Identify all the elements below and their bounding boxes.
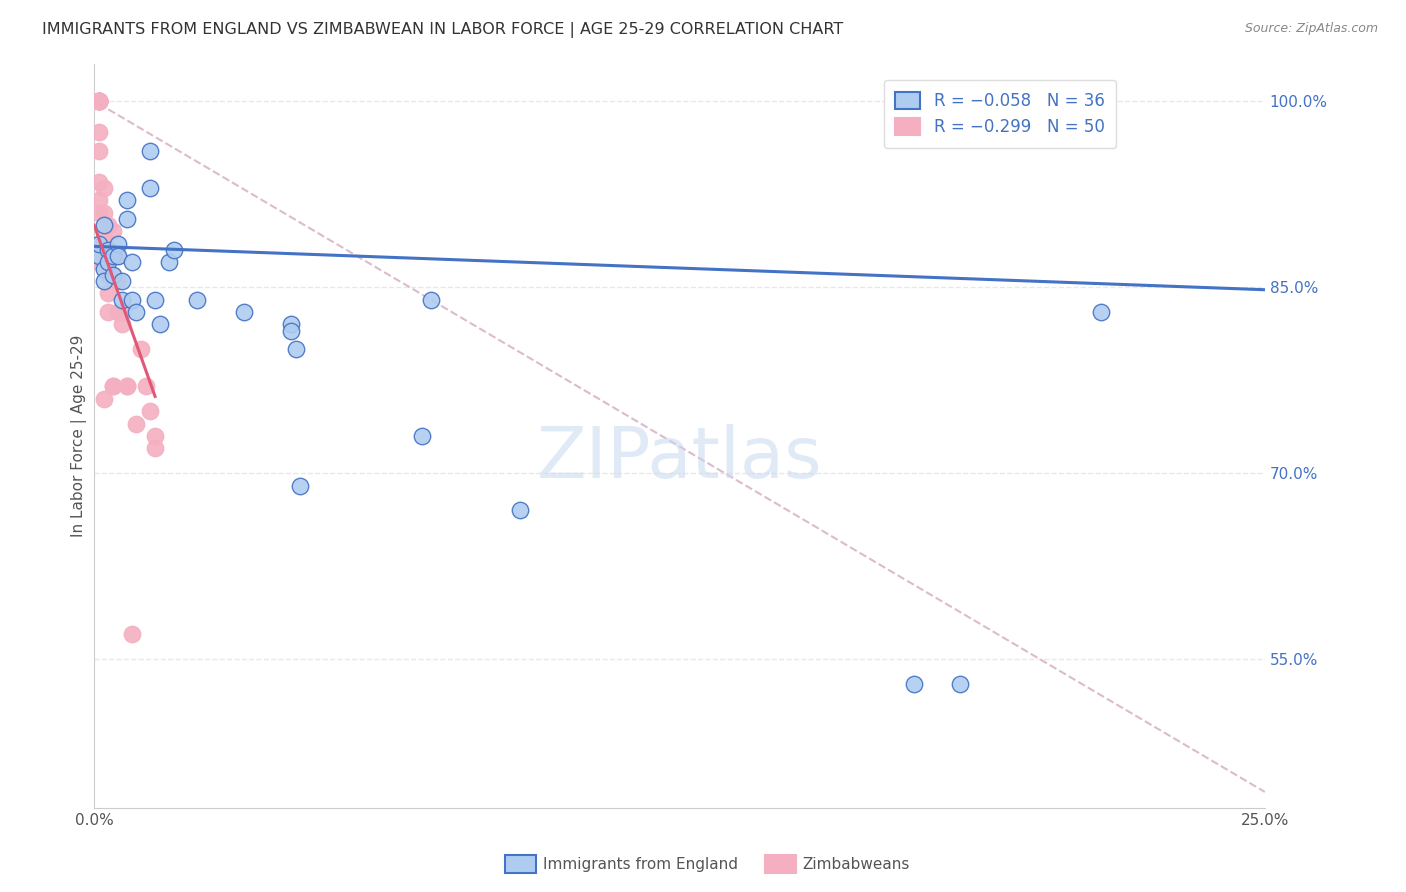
Point <box>139 181 162 195</box>
Point <box>87 95 110 109</box>
Point <box>87 255 110 269</box>
Point <box>157 255 180 269</box>
Point <box>87 194 110 208</box>
Point <box>135 379 157 393</box>
Point <box>1090 305 1112 319</box>
Point <box>97 249 120 263</box>
Point <box>903 677 925 691</box>
Point <box>93 219 115 233</box>
Point <box>87 95 110 109</box>
Point <box>93 206 115 220</box>
Point <box>949 677 972 691</box>
Point <box>87 249 110 263</box>
Point <box>115 212 138 227</box>
Point <box>93 181 115 195</box>
Point <box>87 95 110 109</box>
Point <box>143 442 166 456</box>
Point <box>509 503 531 517</box>
Point <box>280 324 302 338</box>
Point <box>87 175 110 189</box>
Point <box>125 305 148 319</box>
Point <box>101 224 124 238</box>
Point <box>115 194 138 208</box>
Point <box>121 293 143 307</box>
Point <box>143 429 166 443</box>
Point <box>139 144 162 158</box>
Point <box>93 255 115 269</box>
Y-axis label: In Labor Force | Age 25-29: In Labor Force | Age 25-29 <box>72 334 87 537</box>
Point <box>97 255 120 269</box>
Point <box>290 478 312 492</box>
Point <box>101 268 124 282</box>
Point <box>107 249 129 263</box>
Point <box>121 627 143 641</box>
Point <box>97 268 120 282</box>
Point <box>115 379 138 393</box>
Point <box>101 379 124 393</box>
Point <box>186 293 208 307</box>
Point <box>87 95 110 109</box>
Legend: R = −0.058   N = 36, R = −0.299   N = 50: R = −0.058 N = 36, R = −0.299 N = 50 <box>883 79 1116 148</box>
Point <box>129 343 152 357</box>
Point <box>143 293 166 307</box>
Point <box>111 318 134 332</box>
Text: Immigrants from England: Immigrants from England <box>543 857 738 871</box>
Text: Source: ZipAtlas.com: Source: ZipAtlas.com <box>1244 22 1378 36</box>
Point <box>284 343 307 357</box>
Point <box>411 429 433 443</box>
Point <box>107 274 129 288</box>
Point <box>87 206 110 220</box>
Point <box>93 243 115 257</box>
Point <box>233 305 256 319</box>
Point <box>97 243 120 257</box>
Point <box>139 404 162 418</box>
Point <box>125 417 148 431</box>
Point <box>280 318 302 332</box>
Text: IMMIGRANTS FROM ENGLAND VS ZIMBABWEAN IN LABOR FORCE | AGE 25-29 CORRELATION CHA: IMMIGRANTS FROM ENGLAND VS ZIMBABWEAN IN… <box>42 22 844 38</box>
Text: ZIPatlas: ZIPatlas <box>537 424 823 493</box>
Point <box>87 95 110 109</box>
Point <box>97 219 120 233</box>
Point <box>121 255 143 269</box>
Point <box>93 230 115 244</box>
Point <box>97 305 120 319</box>
Point <box>101 249 124 263</box>
Point <box>93 261 115 276</box>
Point <box>107 236 129 251</box>
Point <box>87 243 110 257</box>
Point <box>101 268 124 282</box>
Point <box>87 144 110 158</box>
Point <box>107 249 129 263</box>
Point <box>87 95 110 109</box>
Point <box>111 293 134 307</box>
Point <box>87 95 110 109</box>
Point <box>87 95 110 109</box>
Point <box>420 293 443 307</box>
Point <box>149 318 172 332</box>
Point <box>111 305 134 319</box>
Point <box>87 125 110 139</box>
Point <box>115 379 138 393</box>
Point <box>93 392 115 406</box>
Point <box>101 379 124 393</box>
Point <box>111 274 134 288</box>
Point <box>97 286 120 301</box>
Point <box>87 236 110 251</box>
Text: Zimbabweans: Zimbabweans <box>803 857 910 871</box>
Point <box>101 249 124 263</box>
Point <box>93 274 115 288</box>
Point <box>163 243 186 257</box>
Point <box>107 305 129 319</box>
